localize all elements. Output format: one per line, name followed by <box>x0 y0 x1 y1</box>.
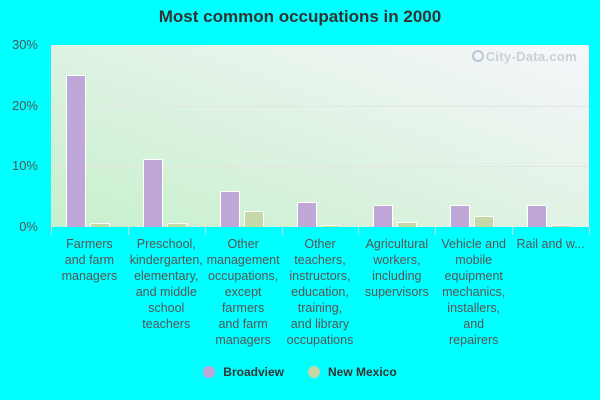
x-category-label: Other teachers, instructors, education, … <box>286 237 354 347</box>
bar-new-mexico[interactable] <box>551 225 572 227</box>
x-category-label: Vehicle and mobile equipment mechanics, … <box>441 237 507 347</box>
x-tick <box>512 227 514 235</box>
legend-swatch-icon <box>307 366 320 378</box>
bar-broadview[interactable] <box>296 201 317 227</box>
gridline <box>51 105 589 107</box>
x-category-label: Other management occupations, except far… <box>206 237 280 347</box>
x-tick <box>435 227 437 235</box>
x-tick <box>127 227 129 235</box>
bar-new-mexico[interactable] <box>474 216 495 227</box>
legend-label: Broadview <box>223 365 284 379</box>
gridline <box>51 166 589 168</box>
legend-item[interactable]: New Mexico <box>307 365 397 379</box>
x-category-label: Agricultural workers, including supervis… <box>364 237 429 299</box>
y-tick-label: 0% <box>19 219 38 234</box>
magnifier-icon <box>471 50 484 62</box>
bar-new-mexico[interactable] <box>90 223 110 227</box>
chart-title: Most common occupations in 2000 <box>158 7 442 26</box>
y-tick-label: 30% <box>11 37 38 52</box>
bar-broadview[interactable] <box>373 205 394 227</box>
bar-broadview[interactable] <box>450 205 471 227</box>
x-tick <box>358 227 360 235</box>
legend-label: New Mexico <box>327 365 397 379</box>
bar-broadview[interactable] <box>142 159 163 227</box>
y-tick-label: 20% <box>11 97 38 113</box>
x-tick <box>51 227 52 235</box>
plot-area: City-Data.com <box>51 45 589 227</box>
watermark: City-Data.com <box>471 49 577 64</box>
x-category-label: Rail and w... <box>516 237 585 251</box>
bar-broadview[interactable] <box>527 205 548 227</box>
legend: Broadview New Mexico <box>0 365 600 381</box>
y-tick-label: 10% <box>11 158 38 174</box>
bar-new-mexico[interactable] <box>320 225 341 227</box>
x-category-label: Preschool, kindergarten, elementary, and… <box>129 237 203 331</box>
bar-broadview[interactable] <box>219 191 240 227</box>
x-tick <box>204 227 206 235</box>
x-tick <box>281 227 283 235</box>
legend-swatch-icon <box>203 366 216 378</box>
legend-item[interactable]: Broadview <box>203 365 284 379</box>
x-category-label: Farmers and farm managers <box>61 237 118 283</box>
bar-new-mexico[interactable] <box>243 211 264 227</box>
bar-new-mexico[interactable] <box>166 223 187 227</box>
x-tick <box>589 227 590 235</box>
bar-broadview[interactable] <box>66 75 86 227</box>
bar-new-mexico[interactable] <box>397 222 418 227</box>
